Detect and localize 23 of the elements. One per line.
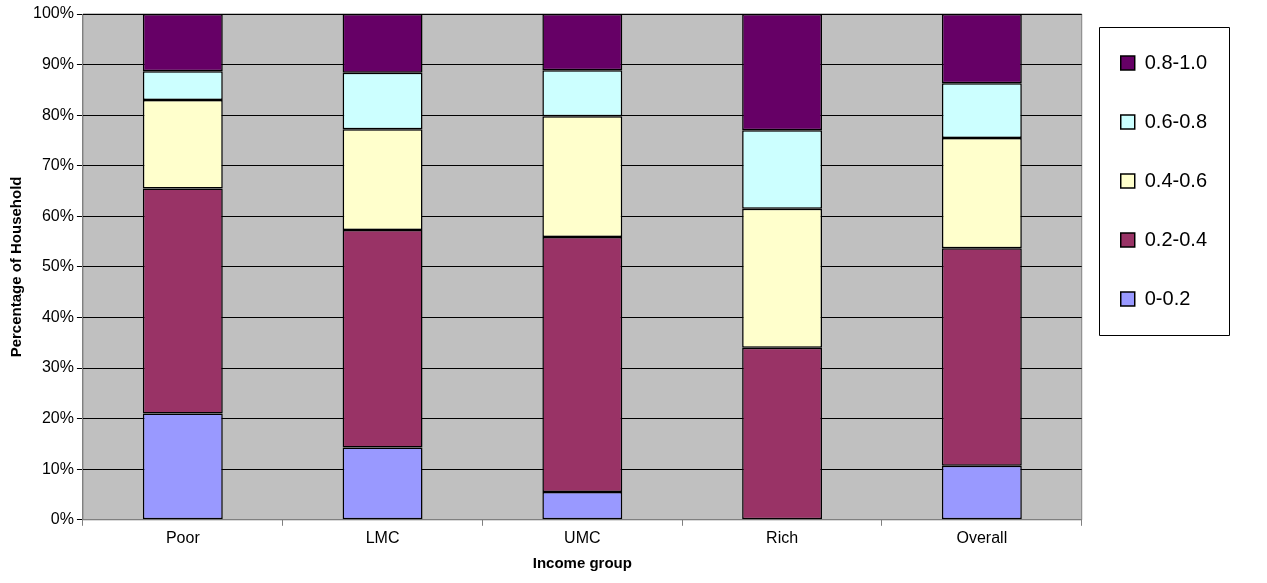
y-tick-label: 70% [41,156,74,174]
y-tick-label: 0% [50,510,74,528]
x-tick-label: LMC [365,528,400,546]
legend-label: 0.6-0.8 [1144,109,1207,132]
y-tick-label: 50% [41,257,74,275]
legend-label: 0.4-0.6 [1144,168,1207,191]
y-tick-label: 60% [41,206,74,224]
y-tick-label: 30% [41,358,74,376]
y-tick-label: 80% [41,105,74,123]
y-tick-label: 20% [41,409,74,427]
x-axis-title: Income group [532,554,632,572]
x-tick-label: UMC [564,528,601,546]
y-tick-label: 100% [33,4,74,22]
legend-label: 0.8-1.0 [1144,50,1207,73]
x-tick-label: Overall [956,528,1008,546]
x-tick-label: Poor [165,528,201,546]
legend-label: 0.2-0.4 [1144,227,1207,250]
y-axis-title: Percentage of Household [7,176,25,358]
legend-label: 0-0.2 [1144,286,1191,309]
x-tick-label: Rich [766,528,799,546]
y-tick-label: 40% [41,307,74,325]
y-tick-label: 10% [41,459,74,477]
y-tick-label: 90% [41,54,74,72]
